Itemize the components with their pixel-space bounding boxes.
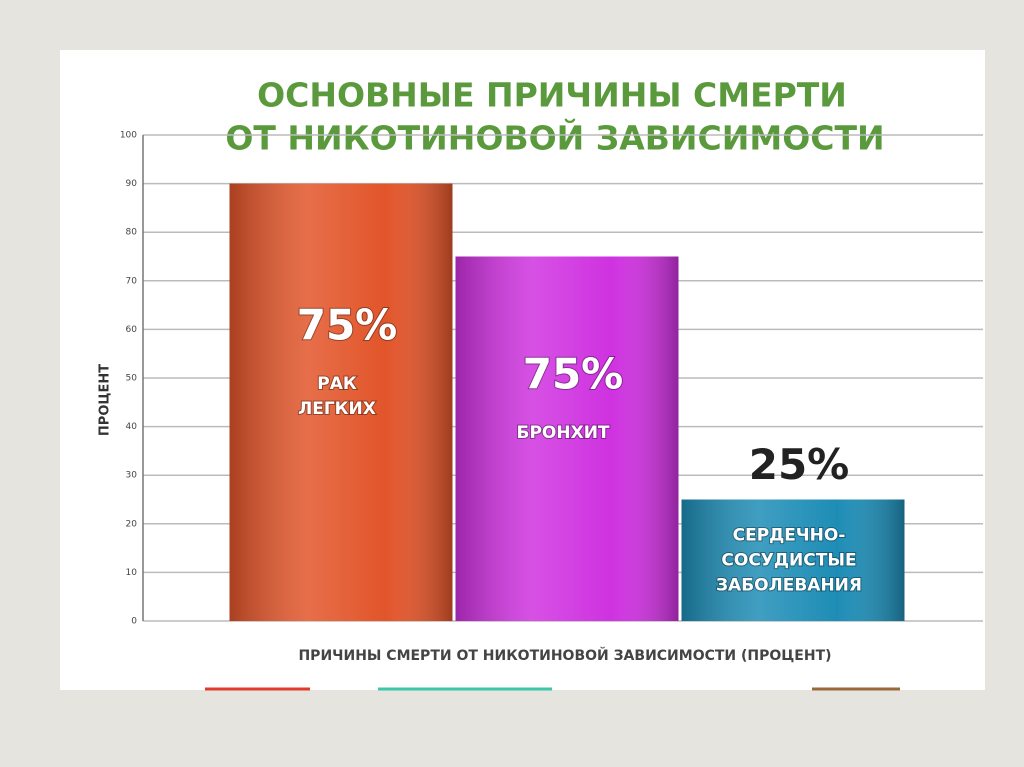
y-tick-label: 20 (126, 519, 138, 529)
chart-title: ОСНОВНЫЕ ПРИЧИНЫ СМЕРТИ (257, 76, 847, 115)
y-tick-label: 40 (126, 422, 138, 432)
bar-value-label: 75% (297, 300, 398, 349)
chart-title: ОТ НИКОТИНОВОЙ ЗАВИСИМОСТИ (225, 118, 884, 158)
category-label: БРОНХИТ (516, 423, 609, 443)
y-tick-label: 80 (126, 228, 138, 238)
bar-shade (455, 256, 679, 621)
y-tick-label: 60 (126, 325, 138, 335)
y-tick-label: 0 (131, 617, 137, 627)
y-tick-label: 30 (126, 471, 138, 481)
x-axis-label: ПРИЧИНЫ СМЕРТИ ОТ НИКОТИНОВОЙ ЗАВИСИМОСТ… (298, 647, 831, 664)
y-tick-label: 10 (126, 568, 138, 578)
bar-shade (681, 499, 905, 621)
category-label: РАК (317, 374, 357, 394)
y-axis-label: ПРОЦЕНТ (98, 364, 113, 436)
y-tick-label: 100 (120, 131, 137, 141)
bar-value-label: 75% (523, 349, 624, 398)
y-tick-label: 90 (126, 179, 138, 189)
y-tick-label: 70 (126, 276, 138, 286)
bar-shade (229, 183, 453, 621)
bar-value-label: 25% (749, 440, 850, 489)
category-label: СЕРДЕЧНО- (733, 526, 846, 546)
category-label: ЛЕГКИХ (298, 399, 376, 419)
y-tick-label: 50 (126, 374, 138, 384)
category-label: ЗАБОЛЕВАНИЯ (716, 576, 862, 596)
category-label: СОСУДИСТЫЕ (721, 551, 856, 571)
